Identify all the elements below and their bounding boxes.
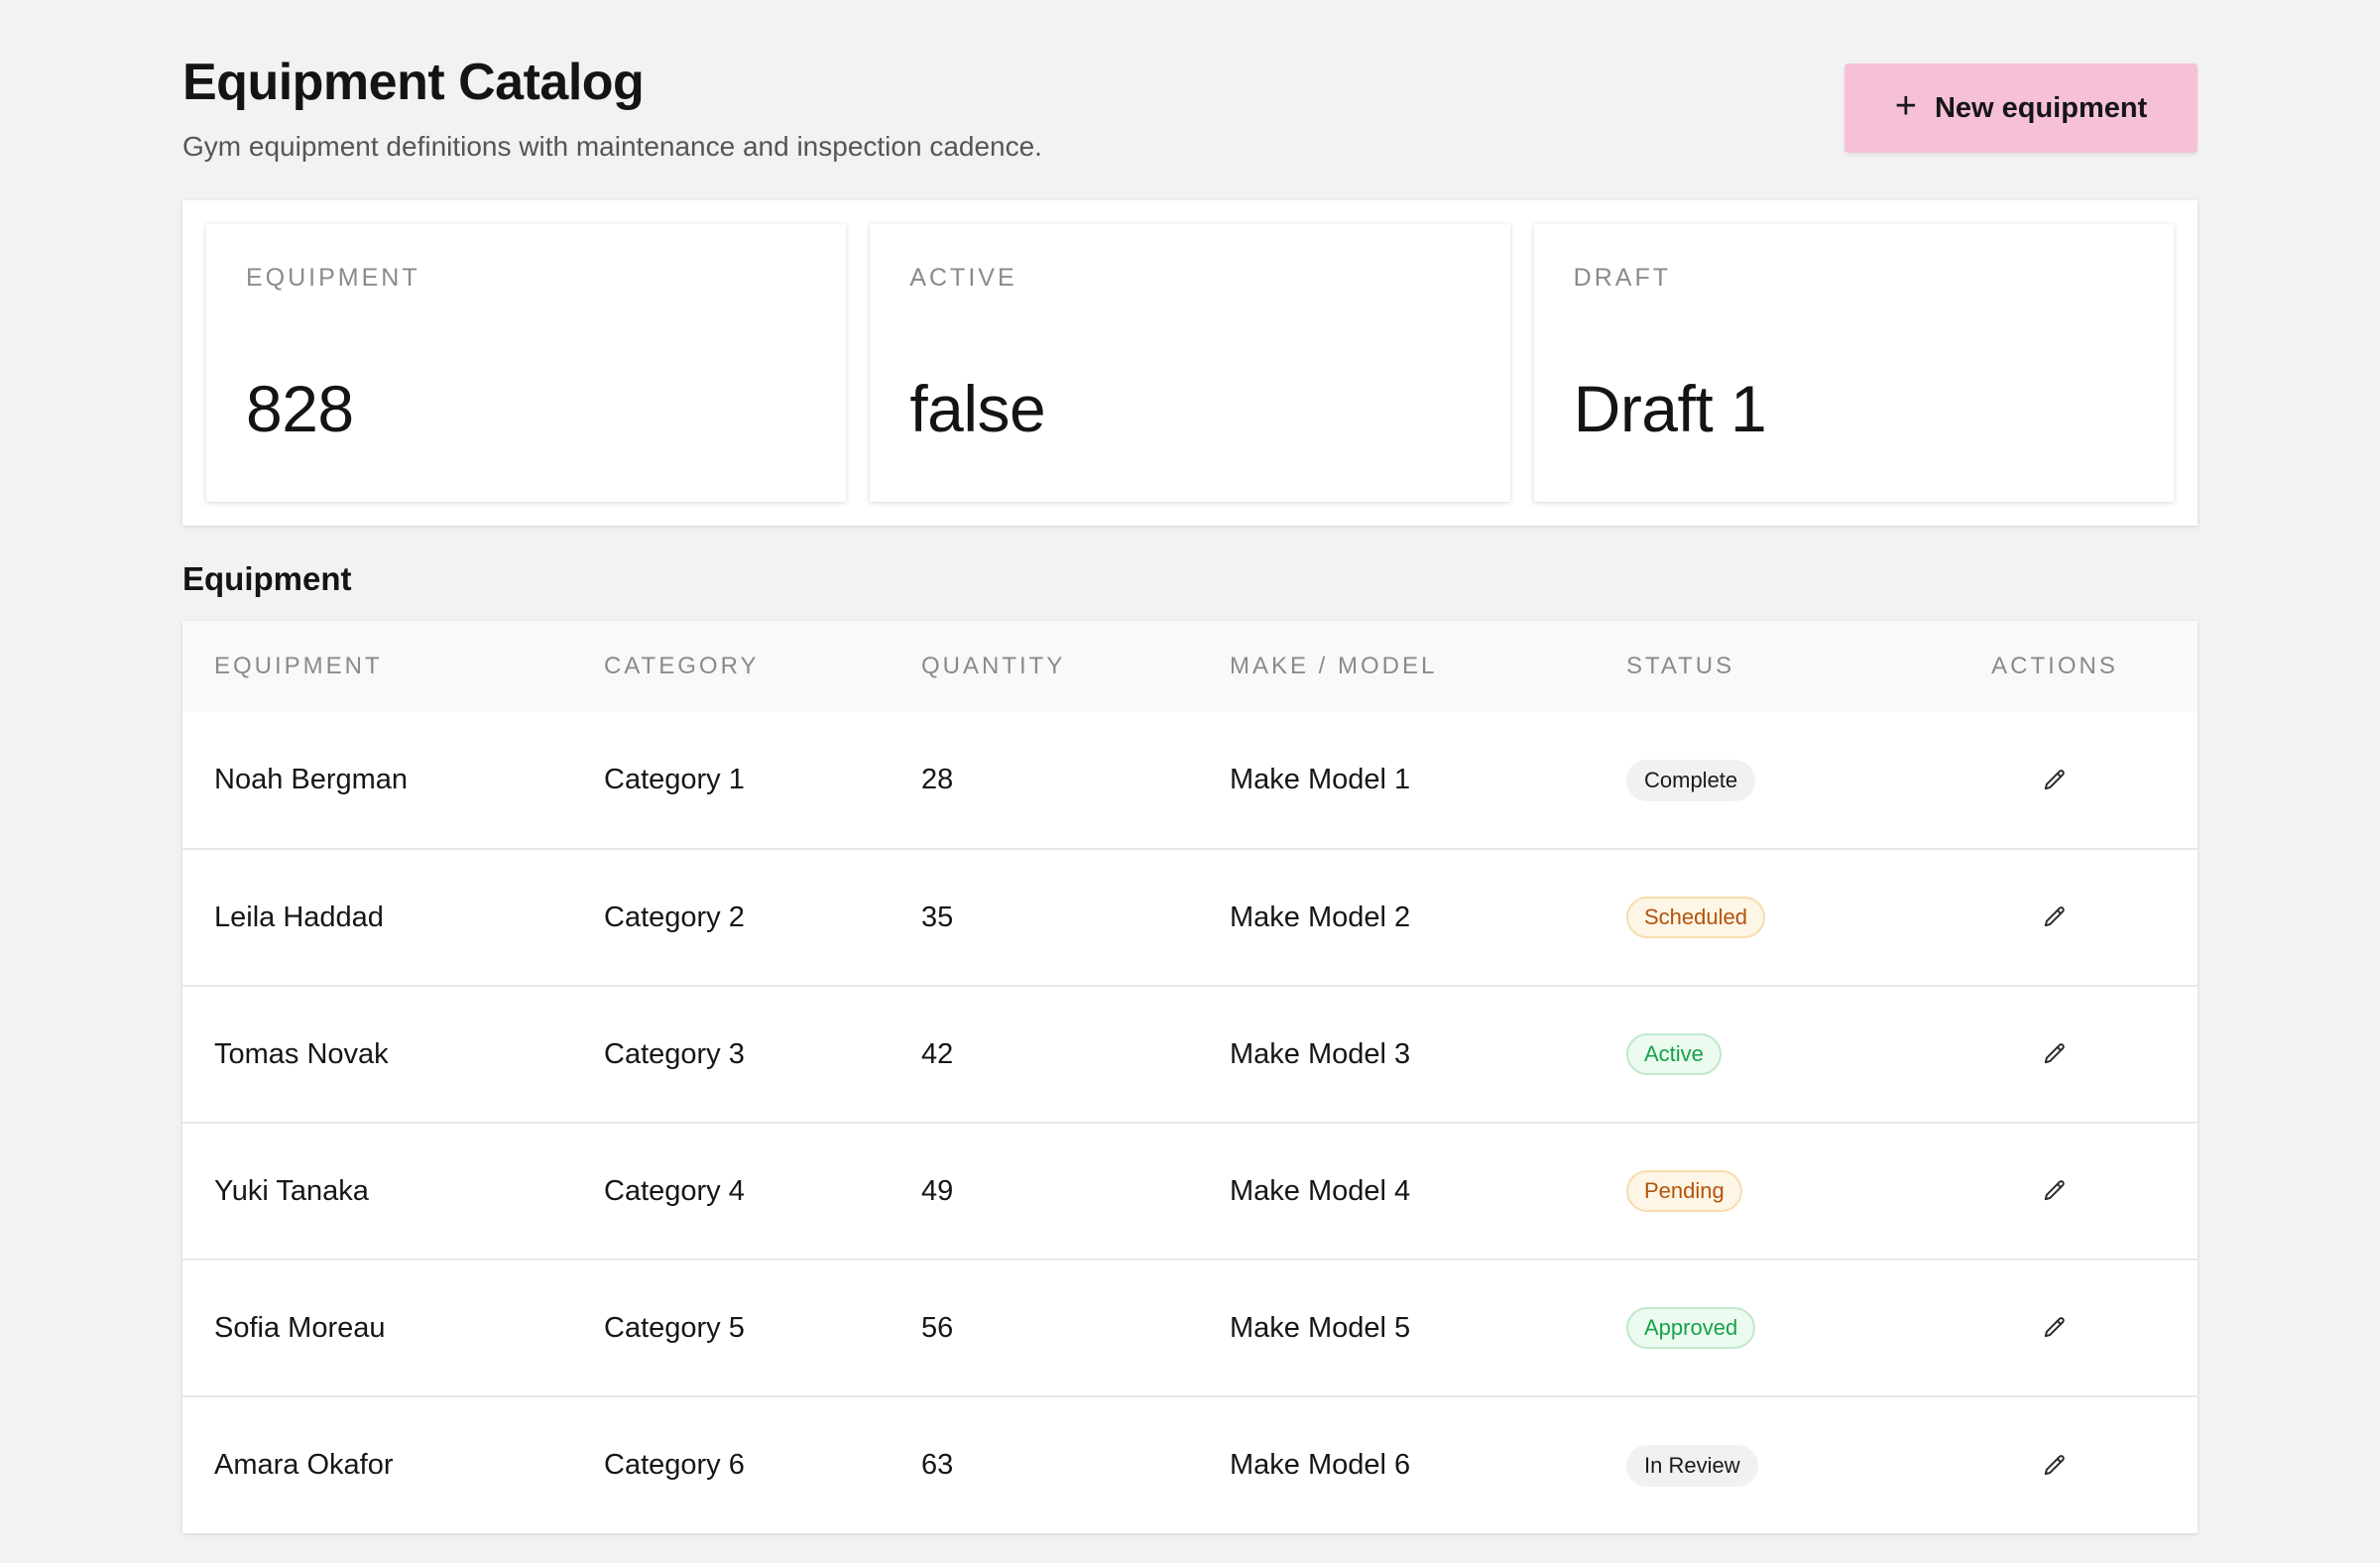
page-header: Equipment Catalog Gym equipment definiti… (182, 50, 2198, 169)
edit-button[interactable] (2033, 1306, 2077, 1350)
status-badge: Approved (1626, 1307, 1756, 1349)
edit-button[interactable] (2033, 759, 2077, 802)
cell-equipment: Noah Bergman (214, 764, 409, 795)
section-title: Equipment (182, 560, 352, 597)
edit-button[interactable] (2033, 1032, 2077, 1076)
page-title: Equipment Catalog (182, 54, 645, 111)
cell-make-model: Make Model 5 (1230, 1311, 1411, 1344)
table-row[interactable]: Leila Haddad Category 2 35 Make Model 2 Sche… (182, 849, 2198, 986)
stat-card-active: ACTIVE false (870, 224, 1510, 502)
status-badge: In Review (1626, 1444, 1758, 1487)
cell-status: Scheduled (1595, 849, 1912, 986)
stat-card-draft: DRAFT Draft 1 (1533, 224, 2174, 502)
page-subtitle: Gym equipment definitions with maintenan… (182, 131, 1042, 162)
edit-button[interactable] (2033, 1169, 2077, 1213)
pencil-icon (2042, 1178, 2068, 1204)
column-header-actions: ACTIONS (1991, 653, 2118, 679)
cell-category: Category 5 (604, 1311, 745, 1344)
edit-button[interactable] (2033, 896, 2077, 939)
table-header-row: EQUIPMENT CATEGORY QUANTITY MAKE / MODEL… (182, 621, 2198, 712)
stat-value: Draft 1 (1573, 372, 1767, 445)
cell-status: Complete (1595, 712, 1912, 849)
status-badge: Complete (1626, 759, 1756, 801)
table-body: Noah Bergman Category 1 28 Make Model 1 Comp… (182, 712, 2198, 1533)
stats-panel: EQUIPMENT 828 ACTIVE false DRAFT Draft 1 (182, 200, 2198, 526)
column-header-equipment[interactable]: EQUIPMENT (214, 653, 383, 679)
cell-quantity: 63 (921, 1449, 954, 1481)
cell-equipment: Yuki Tanaka (214, 1174, 369, 1207)
cell-actions (1912, 849, 2198, 986)
column-header-make-model[interactable]: MAKE / MODEL (1230, 653, 1438, 679)
cell-category: Category 4 (604, 1174, 745, 1207)
cell-status: Active (1595, 986, 1912, 1123)
stat-label: ACTIVE (909, 264, 1017, 292)
cell-equipment: Tomas Novak (214, 1037, 389, 1070)
cell-category: Category 6 (604, 1449, 745, 1481)
column-header-category[interactable]: CATEGORY (604, 653, 760, 679)
table-row[interactable]: Sofia Moreau Category 5 56 Make Model 5 Appr… (182, 1260, 2198, 1396)
status-badge: Scheduled (1626, 897, 1765, 938)
edit-button[interactable] (2033, 1444, 2077, 1488)
cell-actions (1912, 986, 2198, 1123)
cell-status: Pending (1595, 1123, 1912, 1260)
cell-equipment: Amara Okafor (214, 1449, 394, 1481)
pencil-icon (2042, 1041, 2068, 1067)
cell-quantity: 35 (921, 901, 954, 933)
table-row[interactable]: Yuki Tanaka Category 4 49 Make Model 4 Pendi… (182, 1123, 2198, 1260)
cell-actions (1912, 712, 2198, 849)
pencil-icon (2042, 1315, 2068, 1341)
cell-make-model: Make Model 3 (1230, 1037, 1411, 1070)
cell-actions (1912, 1260, 2198, 1396)
cell-quantity: 42 (921, 1037, 954, 1070)
pencil-icon (2042, 1453, 2068, 1479)
stat-card-equipment: EQUIPMENT 828 (206, 224, 847, 502)
stat-value: false (909, 372, 1046, 445)
plus-icon: + (1894, 85, 1917, 127)
cell-equipment: Leila Haddad (214, 901, 384, 933)
pencil-icon (2042, 904, 2068, 930)
new-equipment-button[interactable]: + New equipment (1844, 63, 2198, 153)
table-row[interactable]: Noah Bergman Category 1 28 Make Model 1 Comp… (182, 712, 2198, 849)
cell-quantity: 28 (921, 764, 954, 795)
stat-label: DRAFT (1573, 264, 1671, 292)
cell-category: Category 2 (604, 901, 745, 933)
status-badge: Pending (1626, 1170, 1742, 1212)
cell-actions (1912, 1396, 2198, 1533)
cell-quantity: 56 (921, 1311, 954, 1344)
cell-make-model: Make Model 6 (1230, 1449, 1411, 1481)
cell-status: In Review (1595, 1396, 1912, 1533)
cell-category: Category 3 (604, 1037, 745, 1070)
cell-equipment: Sofia Moreau (214, 1311, 386, 1344)
stat-label: EQUIPMENT (246, 264, 420, 292)
status-badge: Active (1626, 1033, 1722, 1075)
cell-quantity: 49 (921, 1174, 954, 1207)
column-header-quantity[interactable]: QUANTITY (921, 653, 1066, 679)
pencil-icon (2042, 768, 2068, 793)
column-header-status[interactable]: STATUS (1626, 653, 1735, 679)
cell-status: Approved (1595, 1260, 1912, 1396)
new-equipment-label: New equipment (1934, 91, 2148, 124)
cell-make-model: Make Model 1 (1230, 764, 1411, 795)
equipment-table: EQUIPMENT CATEGORY QUANTITY MAKE / MODEL… (182, 621, 2198, 1533)
cell-actions (1912, 1123, 2198, 1260)
stat-value: 828 (246, 372, 354, 445)
cell-make-model: Make Model 2 (1230, 901, 1411, 933)
cell-category: Category 1 (604, 764, 745, 795)
cell-make-model: Make Model 4 (1230, 1174, 1411, 1207)
table-row[interactable]: Amara Okafor Category 6 63 Make Model 6 In R… (182, 1396, 2198, 1533)
table-row[interactable]: Tomas Novak Category 3 42 Make Model 3 Activ… (182, 986, 2198, 1123)
